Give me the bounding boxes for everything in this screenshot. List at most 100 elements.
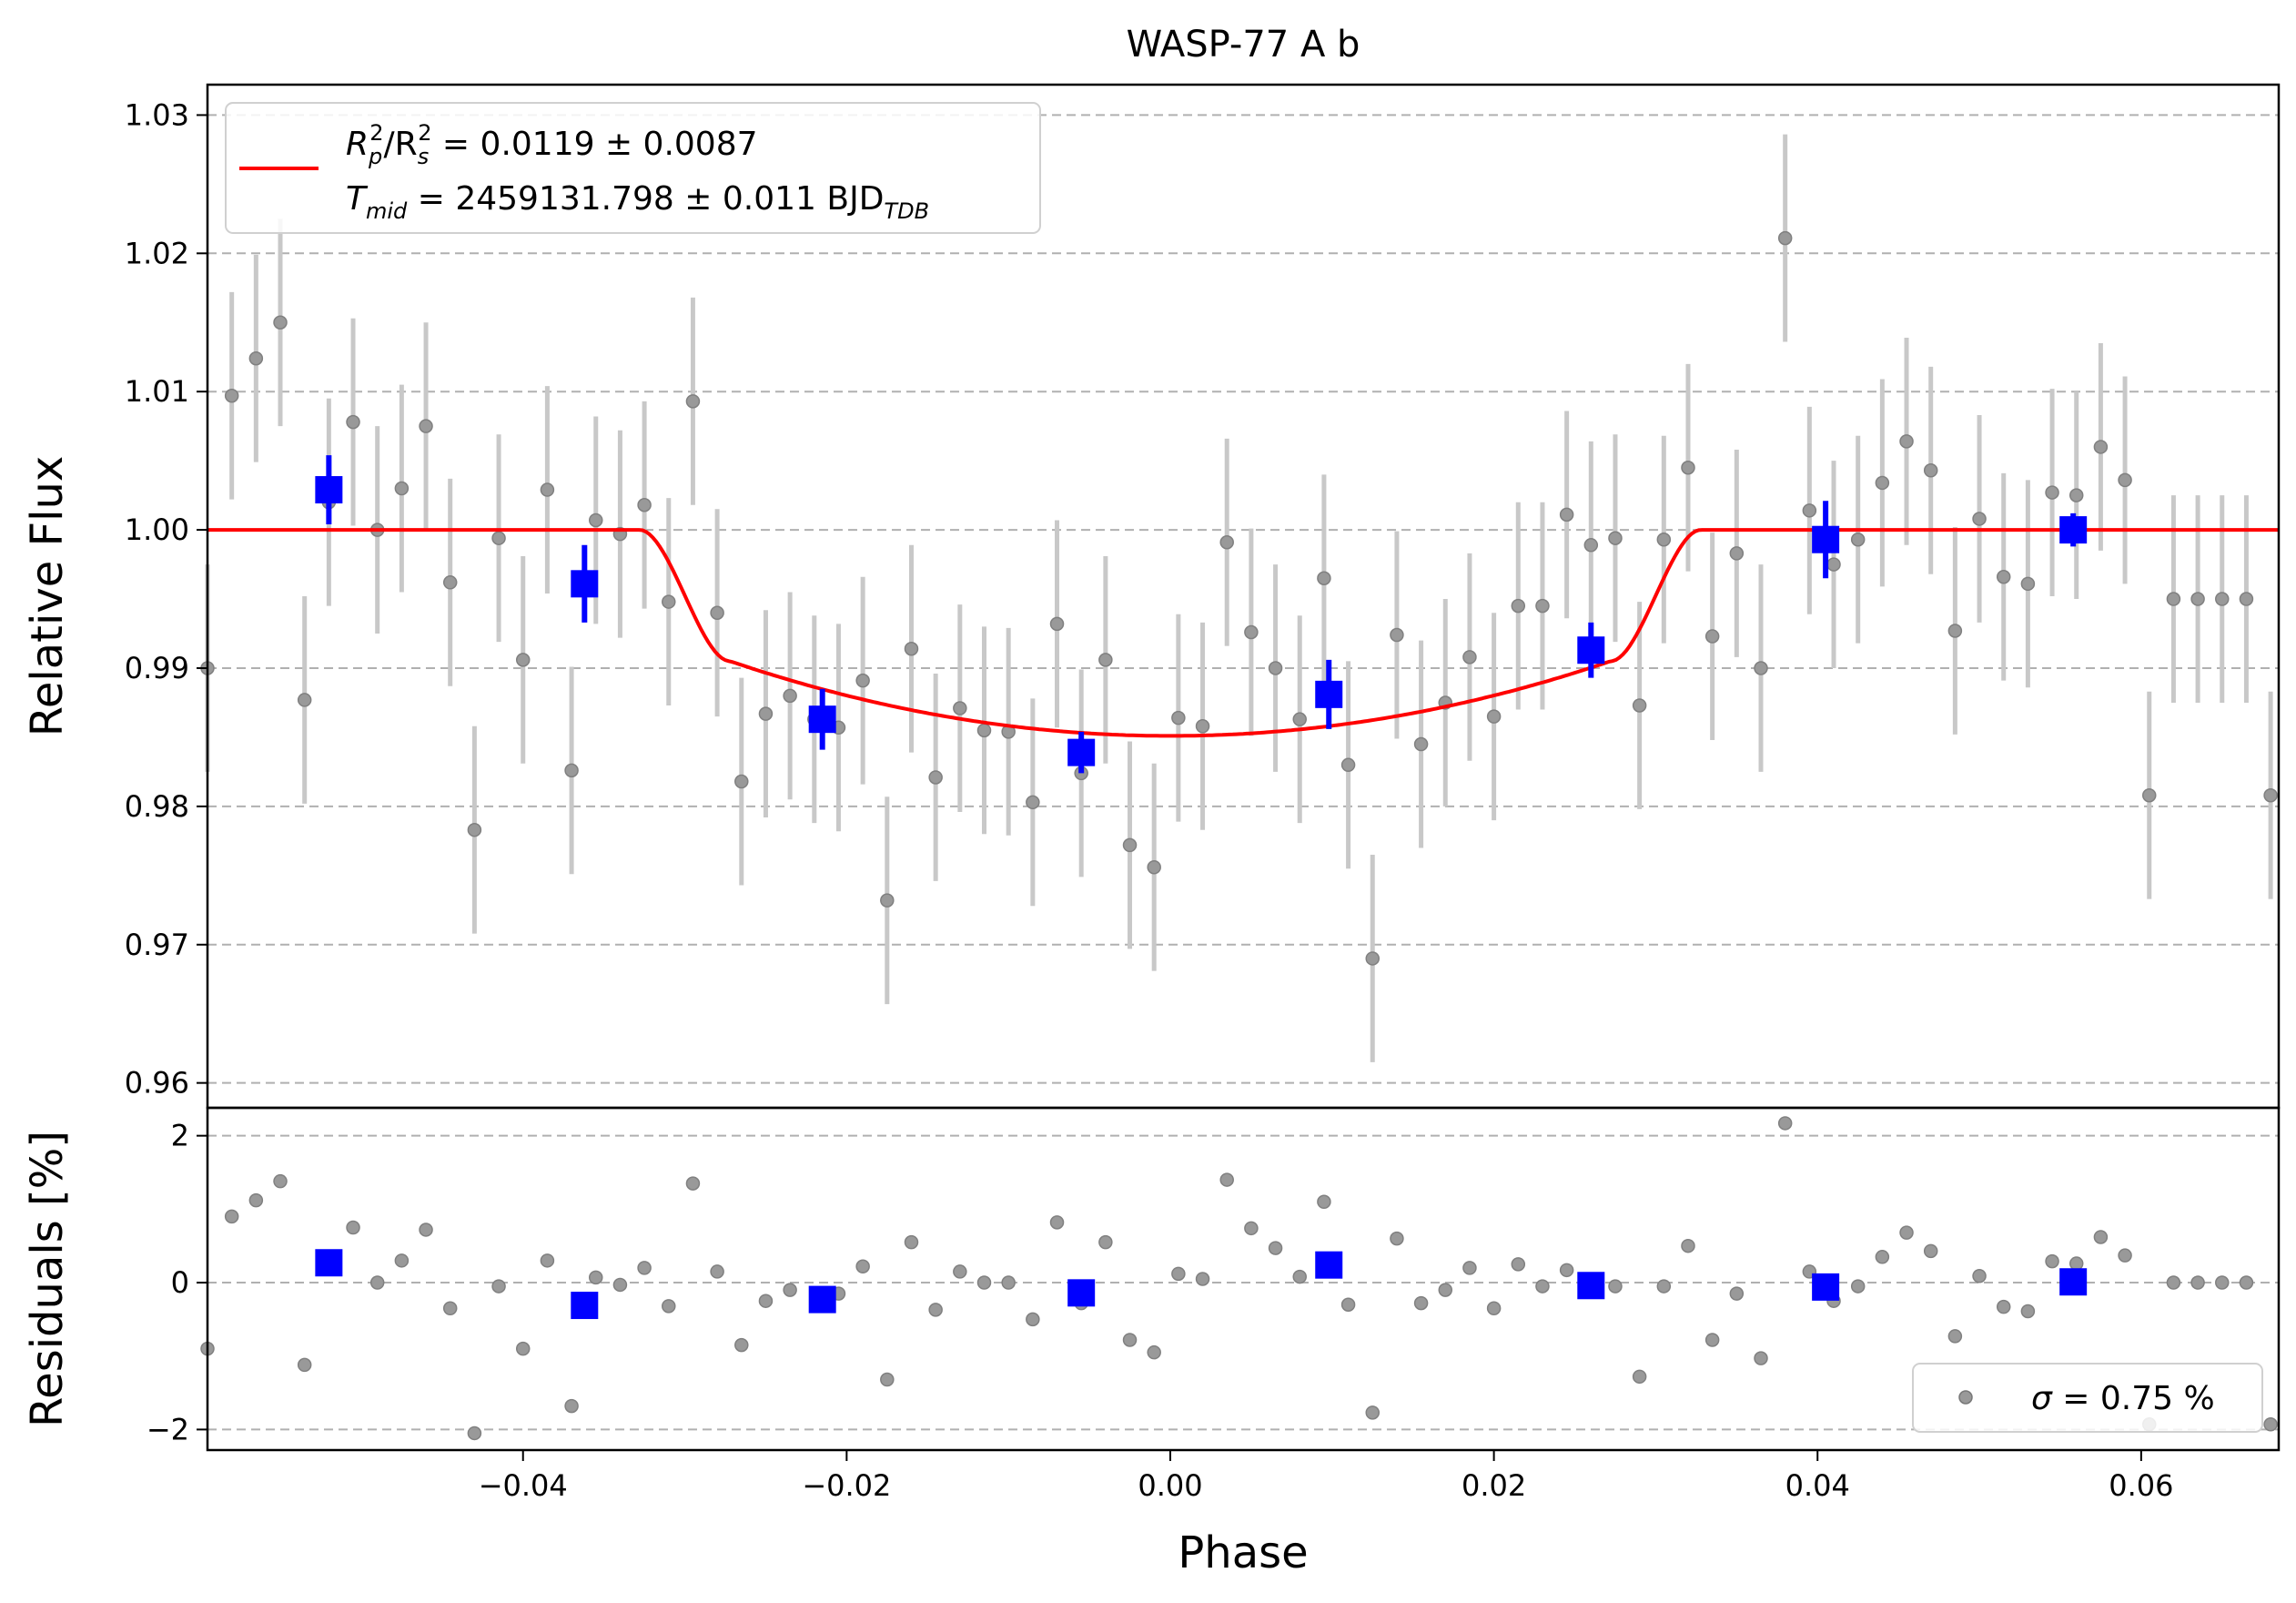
- data-point: [1681, 460, 1695, 475]
- data-point: [1972, 512, 1987, 526]
- residual-point: [1875, 1250, 1890, 1264]
- residual-point: [685, 1176, 701, 1191]
- residual-point: [855, 1259, 870, 1274]
- data-point: [1486, 709, 1502, 724]
- chart-title: WASP-77 A b: [1127, 24, 1360, 66]
- data-point: [248, 350, 264, 366]
- data-point: [224, 389, 239, 403]
- residual-point: [2190, 1275, 2205, 1290]
- residual-point: [1704, 1333, 1720, 1347]
- bottom-y-ticks: −2 0 2: [147, 1119, 207, 1446]
- data-point: [1098, 653, 1113, 667]
- residual-point: [1413, 1295, 1429, 1311]
- residual-point: [2093, 1230, 2109, 1244]
- residual-point: [2263, 1417, 2278, 1432]
- data-point: [1535, 598, 1550, 614]
- residual-point: [1292, 1269, 1307, 1284]
- residual-point: [1559, 1263, 1574, 1278]
- data-point: [1850, 532, 1866, 547]
- data-point: [1122, 837, 1138, 853]
- residual-legend-box: [1912, 1363, 2263, 1433]
- residual-point: [1171, 1266, 1186, 1282]
- data-point: [1268, 661, 1283, 675]
- residual-point: [1122, 1333, 1138, 1347]
- bottom-y-tick-label: 2: [171, 1119, 189, 1153]
- residual-binned-point: [1315, 1251, 1343, 1279]
- residual-points: [200, 1116, 2278, 1441]
- residual-legend: σ = 0.75 %: [1912, 1363, 2263, 1433]
- residual-point: [564, 1398, 579, 1414]
- residual-binned-point: [2059, 1268, 2088, 1296]
- residual-point: [515, 1341, 531, 1356]
- data-point: [1923, 463, 1938, 478]
- data-point: [1292, 712, 1307, 726]
- residual-point: [1244, 1221, 1259, 1236]
- residual-point: [540, 1253, 555, 1268]
- data-point: [1632, 698, 1647, 713]
- data-point: [734, 774, 749, 789]
- residual-point: [1754, 1351, 1768, 1365]
- residual-point: [1268, 1241, 1283, 1255]
- data-point: [297, 693, 312, 707]
- residual-point: [1899, 1225, 1914, 1240]
- data-point: [783, 688, 797, 704]
- residual-point: [612, 1277, 628, 1293]
- binned-point: [1577, 636, 1605, 665]
- residual-point: [1147, 1344, 1161, 1360]
- data-point: [1049, 616, 1065, 632]
- bottom-y-axis-label: Residuals [%]: [22, 1131, 73, 1427]
- residual-point: [880, 1372, 895, 1387]
- residual-point: [2118, 1248, 2132, 1263]
- legend-depth-entry: Rp2/Rs2 = 0.0119 ± 0.0087: [346, 120, 758, 169]
- residual-point: [2239, 1275, 2254, 1290]
- residual-point: [1026, 1312, 1040, 1327]
- data-point: [2215, 592, 2230, 606]
- data-point: [394, 481, 410, 496]
- data-point: [467, 822, 482, 837]
- binned-point: [571, 570, 599, 598]
- residual-point: [442, 1301, 458, 1316]
- data-point: [1365, 951, 1380, 966]
- x-tick-label: 0.04: [1785, 1468, 1850, 1503]
- data-point: [1875, 475, 1890, 491]
- top-y-tick-label: 0.99: [125, 651, 189, 685]
- residual-point: [224, 1209, 239, 1224]
- residual-point: [1486, 1301, 1502, 1316]
- residual-legend-marker: [1958, 1390, 1973, 1405]
- data-point: [880, 893, 895, 908]
- residual-point: [1535, 1279, 1550, 1294]
- residual-binned-point: [1577, 1272, 1605, 1300]
- data-point: [2239, 592, 2254, 606]
- data-point: [1656, 532, 1672, 547]
- residual-point: [2068, 1256, 2084, 1271]
- residual-point: [1340, 1297, 1356, 1312]
- residual-point: [2215, 1275, 2230, 1290]
- data-point: [419, 419, 433, 433]
- x-tick-label: 0.02: [1462, 1468, 1526, 1503]
- top-gridlines: [207, 114, 2279, 1084]
- data-point: [564, 763, 579, 778]
- data-point: [1947, 624, 1963, 638]
- residual-point: [1632, 1369, 1647, 1385]
- data-point: [758, 706, 774, 721]
- residual-point: [1195, 1272, 1210, 1286]
- data-point: [589, 512, 603, 528]
- data-point: [1219, 535, 1234, 550]
- data-point: [1777, 230, 1793, 246]
- data-point: [1511, 598, 1526, 614]
- residual-point: [297, 1357, 312, 1373]
- residual-point: [904, 1234, 919, 1250]
- residual-point: [1511, 1257, 1526, 1272]
- top-y-tick-label: 1.03: [125, 97, 189, 132]
- data-point: [953, 701, 967, 715]
- residual-point: [419, 1223, 433, 1237]
- data-point: [1729, 546, 1745, 561]
- data-point: [540, 482, 555, 497]
- data-point: [1244, 624, 1259, 640]
- residual-binned-point: [1067, 1279, 1096, 1307]
- top-axes-frame: [206, 83, 2281, 1110]
- residual-point: [2020, 1304, 2036, 1319]
- top-legend: Rp2/Rs2 = 0.0119 ± 0.0087 Tmid = 2459131…: [225, 102, 1041, 234]
- residual-point: [1608, 1279, 1623, 1294]
- residual-binned-point: [571, 1292, 599, 1320]
